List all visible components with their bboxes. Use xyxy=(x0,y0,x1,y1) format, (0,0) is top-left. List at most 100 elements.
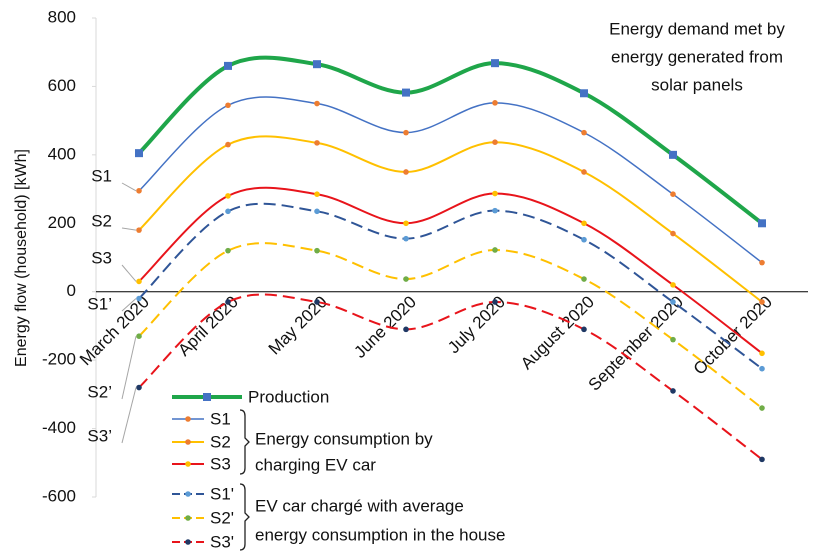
marker xyxy=(136,278,142,285)
marker xyxy=(225,193,231,199)
series-line xyxy=(138,96,763,264)
marker xyxy=(313,60,321,69)
marker xyxy=(225,141,231,148)
marker xyxy=(314,140,320,146)
legend-bracket xyxy=(239,409,250,475)
marker xyxy=(759,365,765,372)
y-tick-label: 400 xyxy=(48,144,76,163)
legend-marker xyxy=(185,439,191,445)
marker xyxy=(670,299,676,305)
marker xyxy=(403,169,409,175)
x-tick-label: September 2020 xyxy=(585,292,687,394)
legend-marker xyxy=(185,416,191,422)
marker xyxy=(492,190,498,197)
marker xyxy=(224,61,232,70)
marker xyxy=(491,59,499,68)
marker xyxy=(314,208,320,215)
y-tick-label: 0 xyxy=(67,281,76,300)
legend-group-label: Energy consumption by xyxy=(255,429,433,448)
leader-line xyxy=(121,387,137,444)
y-tick-label: 200 xyxy=(48,213,76,232)
marker xyxy=(135,149,143,158)
x-tick-label: August 2020 xyxy=(517,292,598,373)
y-tick-label: -400 xyxy=(42,418,76,437)
series-line xyxy=(138,135,763,303)
series-line xyxy=(138,186,763,355)
marker xyxy=(314,100,320,107)
marker xyxy=(225,102,231,109)
marker xyxy=(314,247,320,254)
marker xyxy=(759,456,765,463)
marker xyxy=(492,139,498,145)
annotation: energy generated from xyxy=(611,47,783,66)
side-label: S1’ xyxy=(87,294,112,313)
y-tick-label: 600 xyxy=(48,76,76,95)
marker xyxy=(403,220,409,227)
marker xyxy=(136,333,142,339)
marker xyxy=(581,169,587,175)
marker xyxy=(759,350,765,357)
leader-line xyxy=(121,182,137,192)
x-tick-label: October 2020 xyxy=(690,292,776,378)
side-label: S3 xyxy=(91,248,112,267)
marker xyxy=(225,299,231,305)
marker xyxy=(581,326,587,333)
marker xyxy=(581,220,587,227)
legend-marker xyxy=(185,515,191,521)
annotation: solar panels xyxy=(651,75,743,94)
side-label: S2 xyxy=(91,211,112,230)
marker xyxy=(314,191,320,198)
marker xyxy=(670,388,676,394)
legend-label: S2' xyxy=(210,508,234,527)
legend-label: S3' xyxy=(210,532,234,551)
marker xyxy=(758,219,766,228)
legend-bracket xyxy=(239,483,250,551)
marker xyxy=(581,236,587,243)
marker xyxy=(581,276,587,282)
legend-marker xyxy=(185,539,191,545)
marker xyxy=(403,129,409,136)
legend-group-label: energy consumption in the house xyxy=(255,525,505,544)
series-line xyxy=(138,202,763,370)
series-line xyxy=(138,293,763,461)
legend-marker xyxy=(185,461,191,467)
y-tick-label: -200 xyxy=(42,350,76,369)
marker xyxy=(759,299,765,305)
marker xyxy=(403,276,409,282)
marker xyxy=(492,299,498,305)
legend-group-label: EV car chargé with average xyxy=(255,496,464,515)
series-line xyxy=(138,242,763,409)
legend-label: S3 xyxy=(210,454,231,473)
marker xyxy=(403,235,409,242)
marker xyxy=(670,230,676,237)
y-tick-label: 800 xyxy=(48,7,76,26)
leader-line xyxy=(121,227,137,231)
y-tick-label: -600 xyxy=(42,486,76,505)
marker xyxy=(136,384,142,391)
marker xyxy=(136,187,142,194)
marker xyxy=(492,247,498,253)
marker xyxy=(136,295,142,302)
marker xyxy=(759,405,765,411)
marker xyxy=(581,129,587,136)
marker xyxy=(670,191,676,198)
side-label: S3’ xyxy=(87,426,112,445)
marker xyxy=(402,88,410,97)
marker xyxy=(492,100,498,106)
legend-marker xyxy=(185,491,191,497)
x-tick-label: April 2020 xyxy=(174,292,242,360)
marker xyxy=(759,259,765,266)
legend-label: S2 xyxy=(210,432,231,451)
side-label: S2’ xyxy=(87,382,112,401)
legend-group-label: charging EV car xyxy=(255,455,376,474)
legend-label: S1' xyxy=(210,484,234,503)
leader-line xyxy=(121,336,137,400)
marker xyxy=(136,227,142,233)
marker xyxy=(403,326,409,333)
marker xyxy=(492,207,498,214)
leader-line xyxy=(121,264,137,282)
marker xyxy=(580,89,588,98)
side-label: S1 xyxy=(91,166,112,185)
leader-line xyxy=(121,298,137,312)
